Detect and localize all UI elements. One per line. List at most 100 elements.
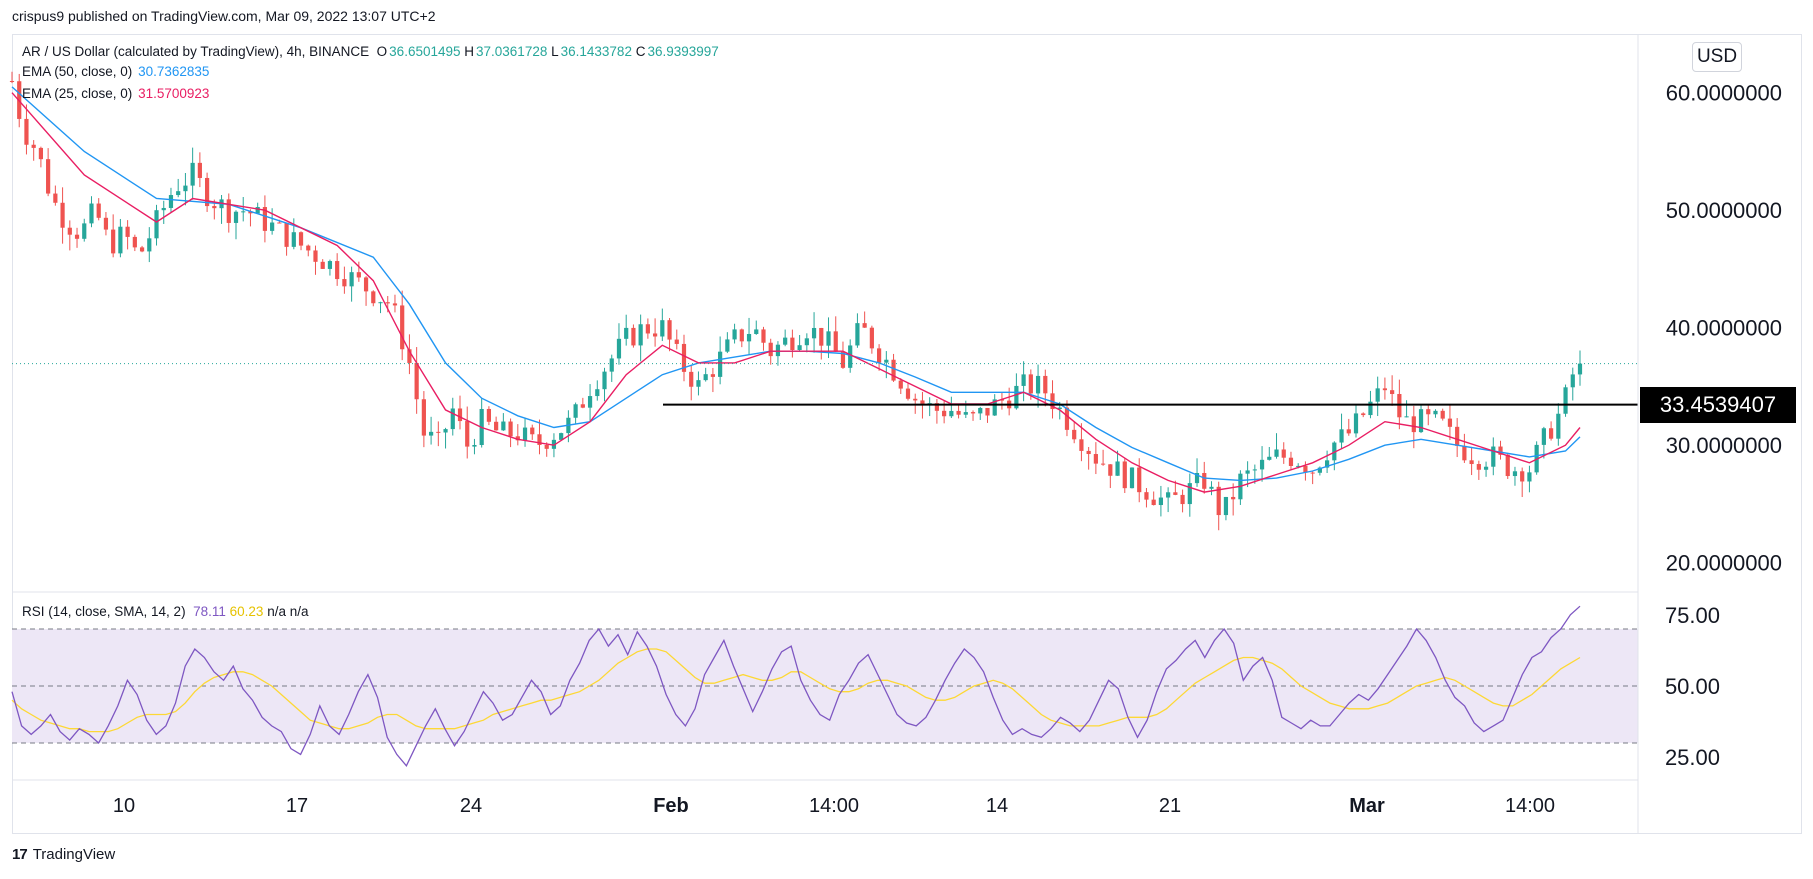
symbol-legend[interactable]: AR / US Dollar (calculated by TradingVie… xyxy=(22,44,719,59)
candle-body xyxy=(1079,439,1084,451)
candle-body xyxy=(378,302,383,304)
candle-body xyxy=(718,351,723,377)
candle-body xyxy=(494,421,499,431)
rsi-pane xyxy=(11,605,1638,767)
candle-body xyxy=(1035,375,1041,394)
candle-body xyxy=(1556,413,1561,439)
candle-body xyxy=(913,398,918,401)
candle-body xyxy=(1317,467,1322,473)
candle-body xyxy=(226,199,231,223)
rsi-legend[interactable]: RSI (14, close, SMA, 14, 2) 78.11 60.23 … xyxy=(22,604,309,619)
candle-body xyxy=(1100,463,1106,465)
candle-body xyxy=(1361,413,1366,416)
candle-body xyxy=(248,211,253,214)
candle-body xyxy=(1339,429,1344,443)
candle-body xyxy=(1404,416,1409,418)
candle-body xyxy=(139,247,145,252)
candle-body xyxy=(1455,426,1460,446)
time-axis-label: 14 xyxy=(986,795,1008,817)
candle-body xyxy=(1577,363,1583,375)
candle-body xyxy=(970,412,976,414)
candle-body xyxy=(1382,388,1388,391)
candle-body xyxy=(739,329,744,342)
candle-body xyxy=(667,320,672,340)
candle-body xyxy=(262,207,268,231)
candle-body xyxy=(1368,401,1373,416)
candle-body xyxy=(819,327,824,346)
ema25-legend[interactable]: EMA (25, close, 0) 31.5700923 xyxy=(22,86,209,101)
ema50-legend[interactable]: EMA (50, close, 0) 30.7362835 xyxy=(22,64,209,79)
candle-body xyxy=(168,195,174,208)
time-axis-label: Feb xyxy=(653,795,689,817)
candle-body xyxy=(335,261,340,280)
candle-body xyxy=(1158,497,1164,506)
rsi-axis-label: 75.00 xyxy=(1665,603,1720,628)
candle-body xyxy=(580,404,585,408)
candle-body xyxy=(1512,471,1518,477)
price-axis-label: 50.0000000 xyxy=(1666,198,1782,223)
chart-frame xyxy=(12,34,1802,834)
candle-body xyxy=(31,144,36,148)
footer-brand[interactable]: 17 TradingView xyxy=(12,846,115,863)
candle-body xyxy=(855,323,860,346)
candle-body xyxy=(956,410,961,415)
time-axis-label: 24 xyxy=(460,795,482,817)
candle-body xyxy=(486,408,492,422)
candle-body xyxy=(1137,467,1142,493)
candle-body xyxy=(501,421,506,431)
candle-body xyxy=(1028,374,1033,394)
candle-body xyxy=(60,202,65,228)
candle-body xyxy=(1245,470,1250,474)
candle-body xyxy=(616,338,622,359)
candle-body xyxy=(363,277,369,292)
candle-body xyxy=(414,362,419,400)
rsi-axis-label: 50.00 xyxy=(1665,674,1720,699)
price-axis-label: 40.0000000 xyxy=(1666,316,1782,341)
time-axis-label: 14:00 xyxy=(809,795,859,817)
candle-body xyxy=(1108,464,1113,476)
candle-body xyxy=(457,408,463,422)
candle-body xyxy=(371,291,376,304)
candle-body xyxy=(949,410,954,417)
candle-body xyxy=(559,433,564,440)
support-level-tag: 33.4539407 xyxy=(1640,386,1796,423)
candle-body xyxy=(96,203,101,218)
candle-body xyxy=(1411,416,1416,433)
candle-body xyxy=(848,345,853,368)
tradingview-logo-icon: 17 xyxy=(12,846,28,863)
candle-body xyxy=(1527,472,1532,482)
candle-body xyxy=(840,351,846,368)
candle-body xyxy=(1469,460,1474,465)
time-axis-label: 17 xyxy=(286,795,308,817)
candle-body xyxy=(82,223,87,239)
candle-body xyxy=(1288,457,1294,466)
rsi-label: RSI (14, close, SMA, 14, 2) xyxy=(22,604,186,619)
candle-body xyxy=(689,371,694,387)
time-axis-label: 21 xyxy=(1159,795,1181,817)
candle-body xyxy=(920,400,925,404)
candle-body xyxy=(522,427,528,441)
candle-body xyxy=(645,324,650,334)
candle-body xyxy=(1202,473,1207,489)
candle-body xyxy=(761,329,766,343)
candle-body xyxy=(1144,492,1149,500)
candle-body xyxy=(1563,387,1568,414)
candle-body xyxy=(1252,469,1257,471)
axes: 60.0000000 50.0000000 40.0000000 30.0000000… xyxy=(12,34,1782,834)
candle-body xyxy=(1324,460,1330,468)
candle-body xyxy=(1216,486,1221,516)
candle-body xyxy=(515,436,520,441)
candle-body xyxy=(46,159,51,194)
candle-body xyxy=(544,444,549,449)
candle-body xyxy=(161,207,166,211)
time-axis-label: 14:00 xyxy=(1505,795,1555,817)
candle-body xyxy=(298,232,304,246)
candle-body xyxy=(587,396,593,408)
currency-button[interactable]: USD xyxy=(1692,42,1742,72)
candle-body xyxy=(1375,388,1380,402)
candle-body xyxy=(233,211,239,223)
candle-body xyxy=(38,147,44,160)
candle-body xyxy=(1014,385,1019,409)
candle-body xyxy=(204,177,210,207)
